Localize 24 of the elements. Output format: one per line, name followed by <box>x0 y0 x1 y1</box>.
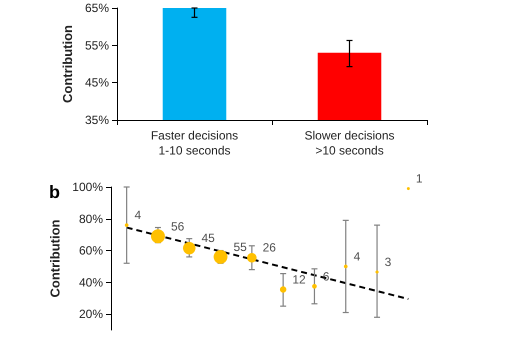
annotation: 4 <box>134 208 142 222</box>
y-tick-label: 35% <box>84 113 110 127</box>
annotation: 4 <box>354 249 361 264</box>
annotation: 3 <box>384 255 392 270</box>
annotation: 26 <box>262 240 276 255</box>
text: 1 <box>416 172 423 186</box>
x-tick-label: Faster decisions 1-10 seconds <box>150 128 238 158</box>
y-axis-title: Contribution <box>60 24 76 103</box>
y-tick-label: 65% <box>84 1 110 15</box>
annotation: 56 <box>170 219 185 234</box>
chart-title: b <box>49 182 60 202</box>
annotation: 55 <box>233 240 248 254</box>
y-tick-label: 40% <box>78 275 104 290</box>
y-tick-label: 80% <box>78 212 104 226</box>
annotation: 12 <box>292 272 306 286</box>
x-tick-label: Slower decisions >10 seconds <box>304 128 395 158</box>
y-tick-label: 20% <box>78 307 104 322</box>
y-axis-title: Contribution <box>47 219 62 298</box>
y-tick-label: 60% <box>78 244 104 258</box>
y-tick-label: 55% <box>84 38 110 52</box>
y-tick-label: 45% <box>84 76 110 90</box>
y-tick-label: 100% <box>72 180 104 194</box>
annotation: 45 <box>202 231 216 246</box>
annotation: 6 <box>322 269 330 284</box>
